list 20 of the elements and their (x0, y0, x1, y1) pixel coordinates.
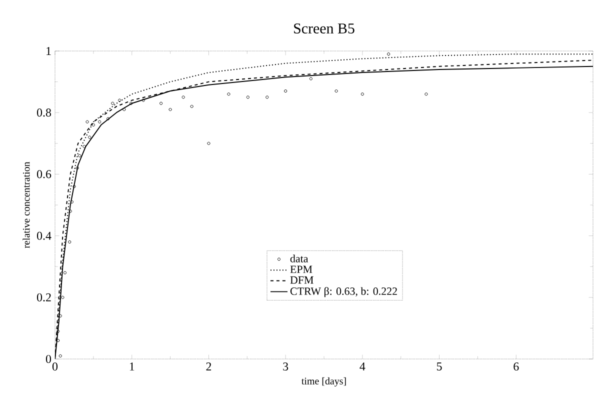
x-tick-label: 5 (436, 362, 442, 370)
legend-label: DFM (290, 276, 314, 284)
legend-label: data (290, 254, 308, 262)
y-axis-title: relative concentration (22, 162, 30, 248)
y-tick-label: 0.4 (36, 232, 52, 240)
y-tick-label: 0.6 (36, 170, 52, 178)
chart-title: Screen B5 (294, 23, 354, 34)
y-tick-label: 0.2 (36, 293, 51, 302)
x-tick-label: 6 (514, 362, 519, 371)
x-tick-label: 4 (360, 362, 366, 370)
y-tick-label: 1 (46, 47, 51, 55)
x-axis-title: time [days] (302, 377, 346, 386)
legend-label: CTRW β: 0.63, b: 0.222 (290, 287, 397, 298)
x-tick-label: 0 (52, 362, 58, 371)
x-tick-label: 3 (283, 362, 288, 371)
x-tick-label: 2 (206, 362, 212, 370)
y-tick-label: 0 (46, 354, 52, 364)
y-tick-label: 0.8 (36, 108, 52, 117)
legend-label: EPM (290, 266, 312, 273)
x-tick-label: 1 (130, 362, 134, 370)
